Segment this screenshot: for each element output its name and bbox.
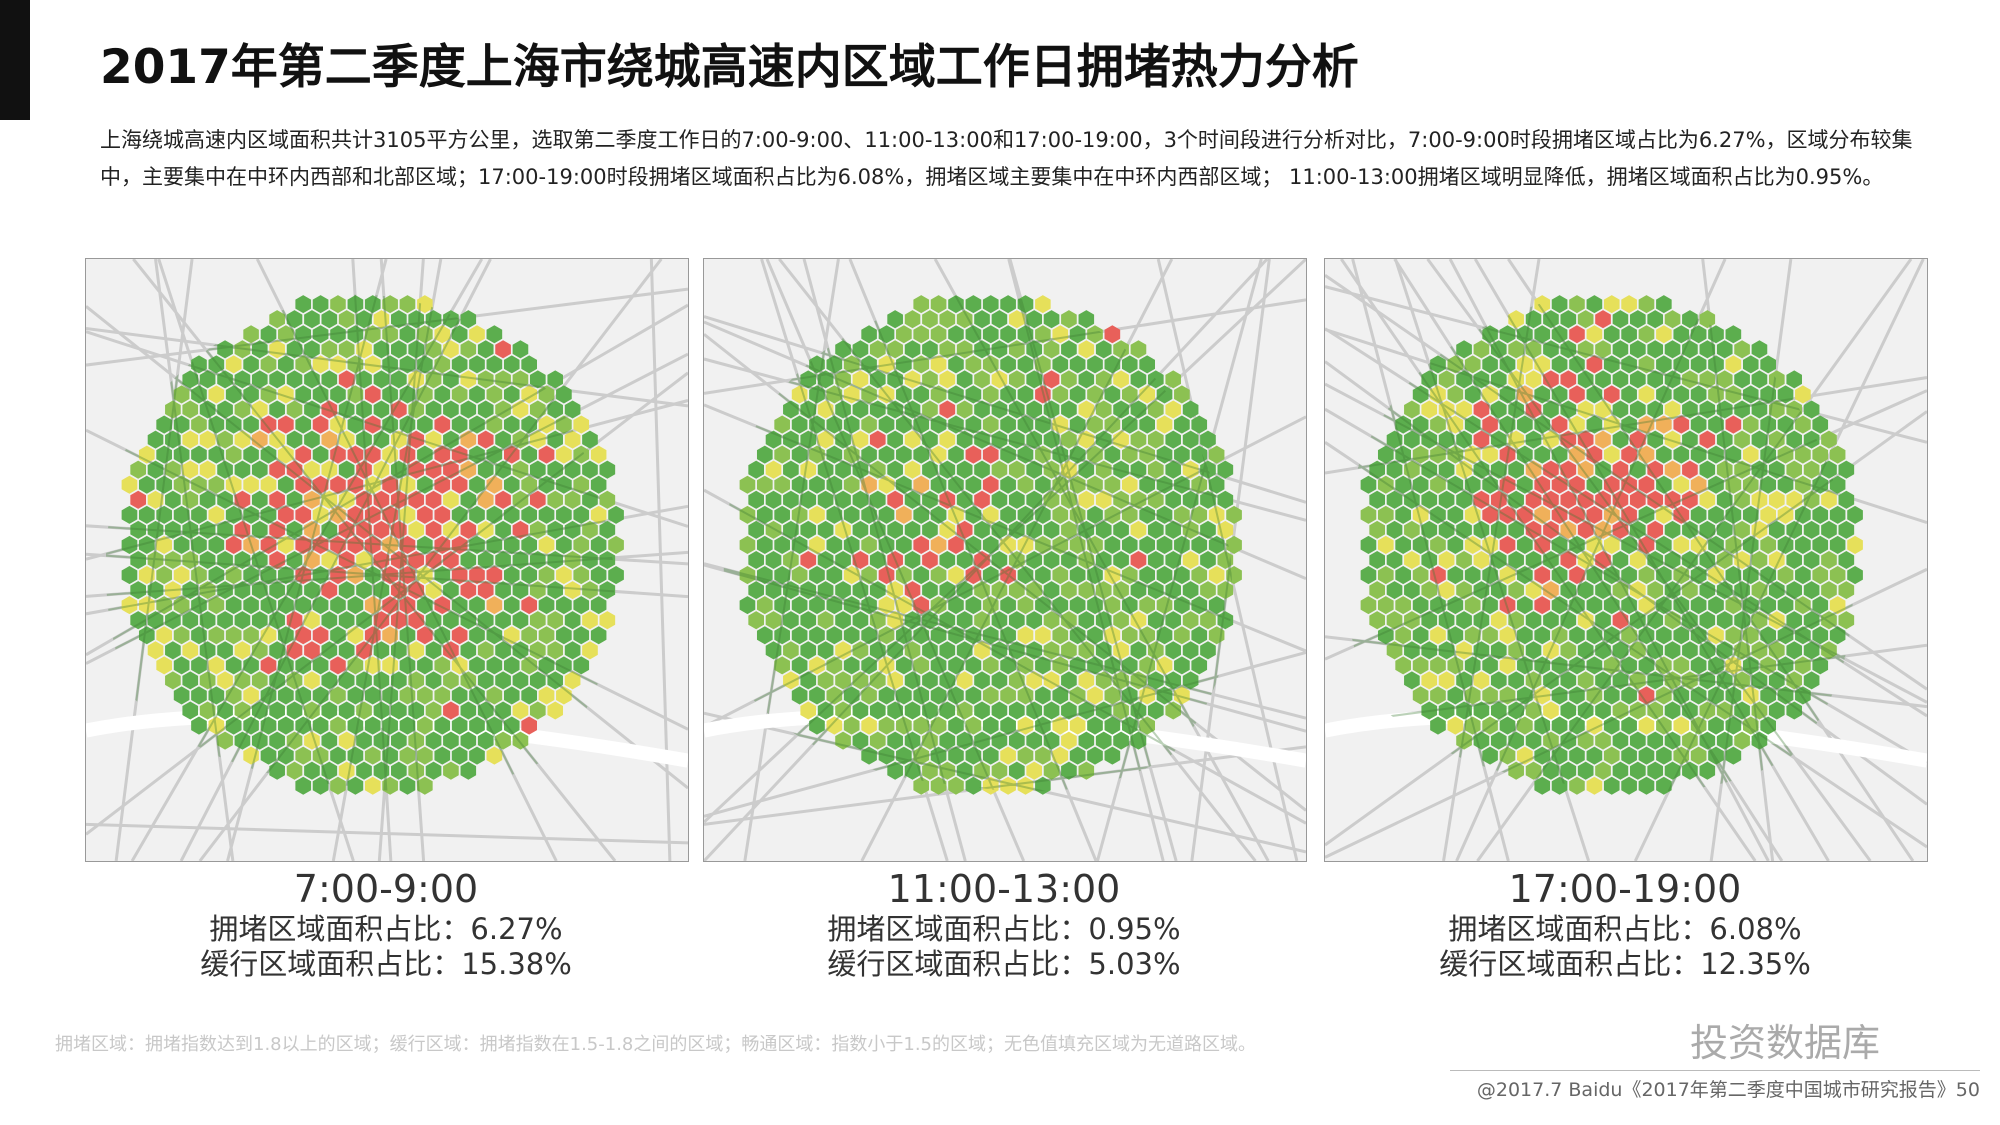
roads-overlay	[105, 294, 615, 792]
map-graphic	[702, 257, 1308, 863]
heat-map	[702, 257, 1308, 863]
hex-cells	[739, 295, 1242, 795]
map-caption: 7:00-9:00 拥堵区域面积占比：6.27% 缓行区域面积占比：15.38%	[85, 866, 687, 982]
map-caption: 17:00-19:00 拥堵区域面积占比：6.08% 缓行区域面积占比：12.35%	[1324, 866, 1926, 982]
congestion-share: 拥堵区域面积占比：6.08%	[1448, 912, 1802, 946]
map-caption: 11:00-13:00 拥堵区域面积占比：0.95% 缓行区域面积占比：5.03%	[703, 866, 1305, 982]
slow-share: 缓行区域面积占比：15.38%	[200, 947, 572, 981]
hex-cells	[1430, 310, 1742, 705]
source: @2017.7 Baidu《2017年第二季度中国城市研究报告》50	[1450, 1070, 1980, 1102]
map-graphic	[1323, 258, 1929, 862]
hex-cells	[1360, 295, 1863, 795]
hex-cells	[130, 340, 555, 735]
roads-overlay	[723, 294, 1233, 792]
description: 上海绕城高速内区域面积共计3105平方公里，选取第二季度工作日的7:00-9:0…	[100, 128, 1913, 189]
title: 2017年第二季度上海市绕城高速内区域工作日拥堵热力分析	[100, 40, 1359, 95]
hex-cells	[1377, 295, 1863, 795]
hex-cells	[121, 295, 624, 795]
accent-bar	[0, 0, 30, 120]
roads-overlay	[1344, 294, 1854, 792]
congestion-share: 拥堵区域面积占比：0.95%	[827, 912, 1181, 946]
heat-map	[1323, 258, 1929, 862]
map-graphic	[84, 258, 690, 862]
heat-map	[84, 258, 690, 862]
hex-cells	[739, 295, 1234, 795]
hex-cells	[861, 475, 947, 554]
footnote: 拥堵区域：拥堵指数达到1.8以上的区域；缓行区域：拥堵指数在1.5-1.8之间的…	[55, 1034, 1256, 1055]
slow-share: 缓行区域面积占比：12.35%	[1439, 947, 1811, 981]
congestion-share: 拥堵区域面积占比：6.27%	[209, 912, 563, 946]
hex-cells	[130, 295, 624, 795]
watermark: 投资数据库	[1690, 1021, 1881, 1065]
hex-cells	[243, 430, 503, 645]
time-range: 11:00-13:00	[887, 867, 1121, 911]
slow-share: 缓行区域面积占比：5.03%	[827, 947, 1181, 981]
hex-cells	[765, 295, 1234, 795]
time-range: 17:00-19:00	[1508, 867, 1742, 911]
time-range: 7:00-9:00	[293, 867, 479, 911]
